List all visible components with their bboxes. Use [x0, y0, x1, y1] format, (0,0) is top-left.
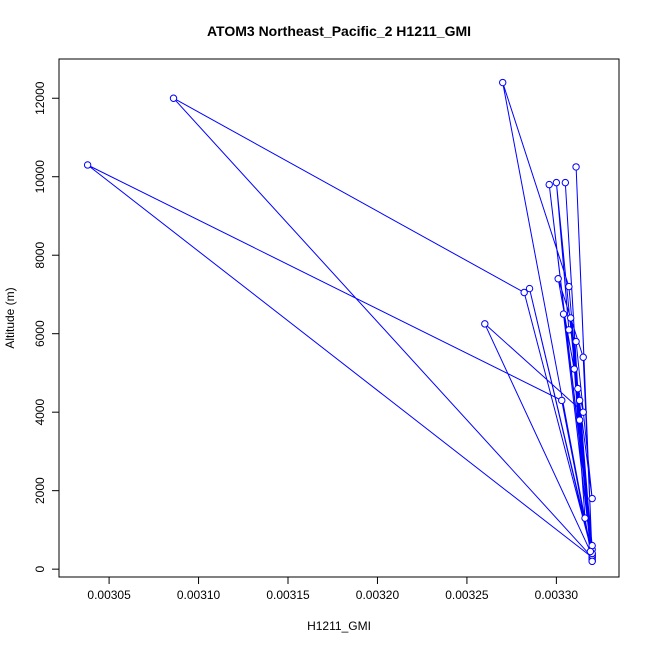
data-point — [169, 94, 178, 102]
y-tick-label: 4000 — [33, 399, 47, 426]
x-tick-label: 0.00310 — [177, 588, 221, 602]
x-tick-label: 0.00325 — [445, 588, 489, 602]
data-point — [570, 365, 578, 373]
data-point — [572, 337, 580, 346]
data-point — [481, 320, 489, 328]
data-point — [575, 416, 584, 424]
data-point — [581, 514, 589, 522]
plot-frame — [58, 58, 620, 578]
data-point — [579, 353, 587, 361]
y-tick-label: 6000 — [33, 320, 47, 347]
data-point — [565, 326, 573, 334]
data-point — [588, 557, 596, 566]
data-point — [565, 282, 573, 291]
x-axis: 0.00305 0.00310 0.00315 0.00320 0.00325 0.003… — [87, 576, 579, 602]
data-point — [554, 275, 562, 283]
y-tick-label: 8000 — [33, 242, 47, 269]
y-tick-label: 0 — [33, 565, 47, 572]
chart-title: ATOM3 Northeast_Pacific_2 H1211_GMI — [207, 23, 471, 39]
y-axis: 0 2000 4000 6000 8000 10000 12000 — [33, 81, 60, 572]
data-point — [558, 396, 566, 405]
y-tick-label: 2000 — [33, 477, 47, 504]
x-tick-label: 0.00330 — [535, 588, 579, 602]
data-point — [499, 78, 507, 87]
data-point — [552, 178, 561, 187]
data-point — [574, 384, 582, 393]
data-point — [520, 288, 528, 297]
x-tick-label: 0.00305 — [87, 588, 131, 602]
data-point — [579, 408, 587, 416]
data-point — [83, 161, 92, 169]
data-point — [588, 494, 596, 503]
x-tick-label: 0.00320 — [356, 588, 400, 602]
y-tick-label: 10000 — [33, 160, 47, 194]
data-point — [566, 314, 575, 322]
data-point — [586, 547, 595, 556]
y-tick-label: 12000 — [33, 81, 47, 115]
series-layer — [83, 78, 596, 566]
data-point — [545, 180, 553, 189]
data-point — [561, 178, 570, 187]
data-point — [559, 310, 568, 318]
data-point — [575, 396, 584, 405]
y-axis-label: Altitude (m) — [3, 287, 17, 348]
series-line — [87, 82, 593, 562]
x-tick-label: 0.00315 — [266, 588, 310, 602]
data-point — [572, 163, 580, 171]
data-point — [525, 284, 534, 293]
x-axis-label: H1211_GMI — [307, 619, 371, 633]
